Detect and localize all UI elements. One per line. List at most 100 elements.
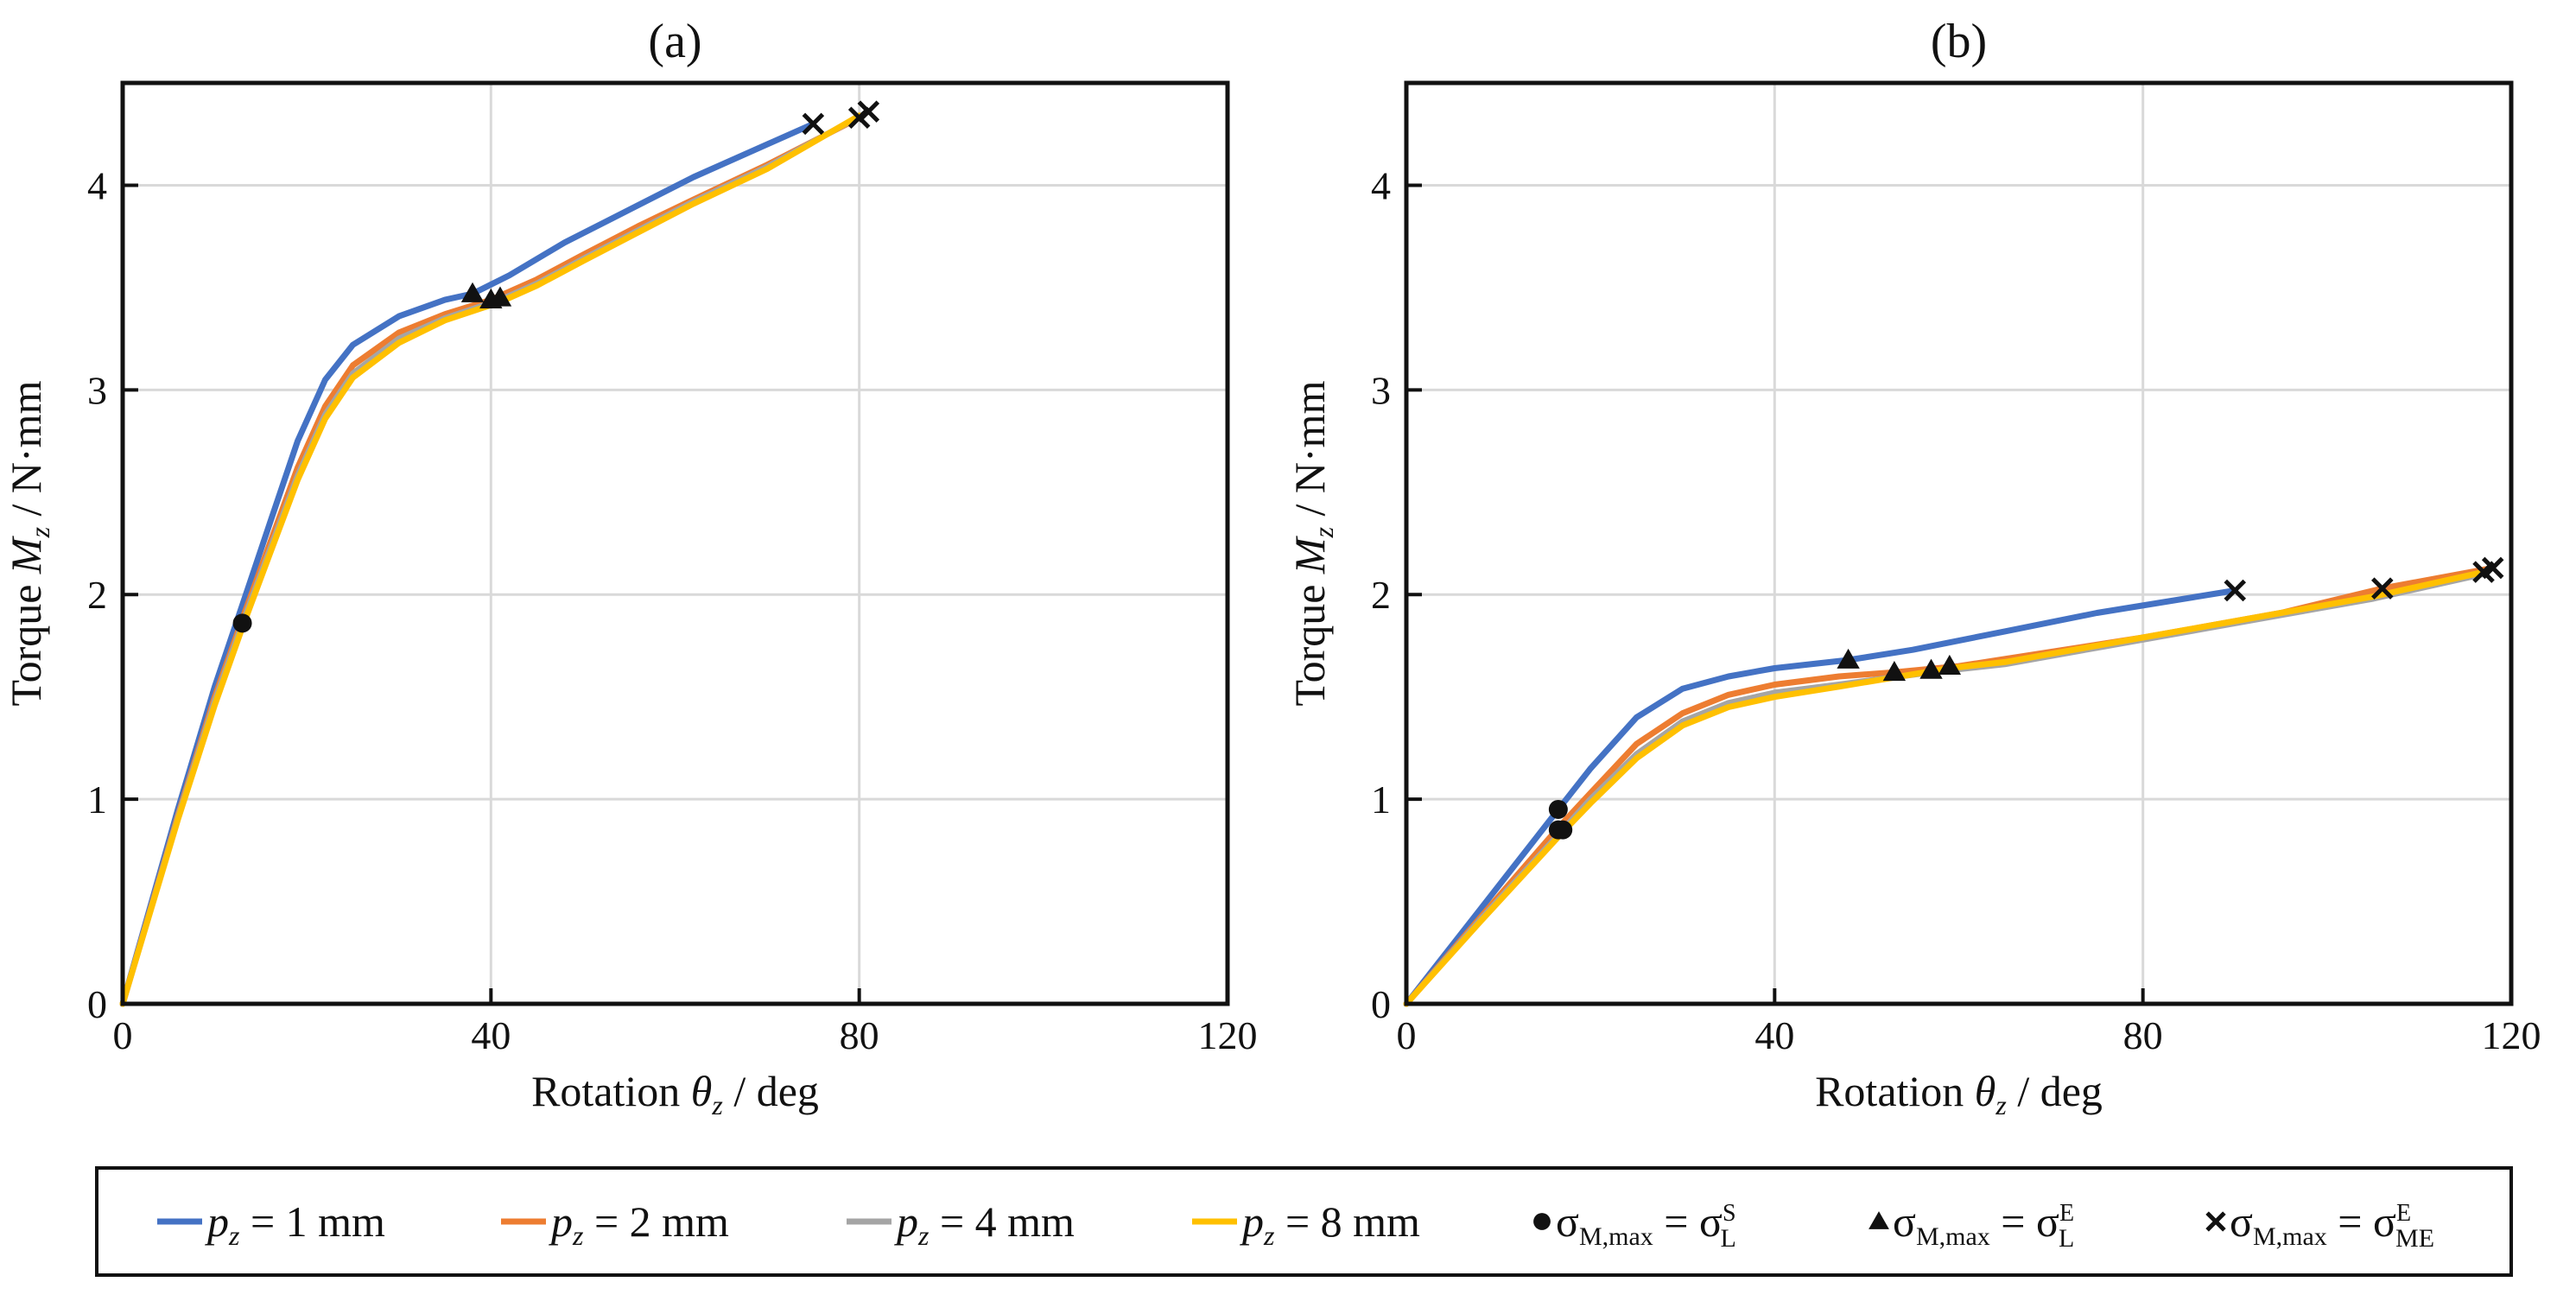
x-tick-label: 0 xyxy=(113,1013,133,1057)
x-tick-label: 120 xyxy=(1198,1013,1258,1057)
y-tick-label: 3 xyxy=(1371,368,1391,412)
y-axis-label: Torque Mz / N·mm xyxy=(1285,380,1339,706)
x-axis-label: Rotation θz / deg xyxy=(1815,1067,2103,1120)
label-part: S xyxy=(1723,1200,1736,1227)
legend-item-4: pz = 8 mm xyxy=(1192,1197,1420,1251)
label-part: / deg xyxy=(2007,1067,2103,1115)
legend-marker xyxy=(1533,1213,1551,1230)
label-part: z xyxy=(228,1220,240,1251)
label-part: σ xyxy=(1556,1197,1579,1246)
legend-label: pz = 4 mm xyxy=(894,1197,1075,1251)
y-tick-label: 0 xyxy=(87,982,107,1026)
legend-item-7: σM,max = σE ME xyxy=(2205,1197,2434,1253)
cross-stroke xyxy=(802,112,825,136)
label-part: p xyxy=(894,1197,918,1246)
label-part: p xyxy=(1240,1197,1264,1246)
label-part: σ xyxy=(2230,1197,2253,1246)
circle-marker xyxy=(232,613,252,633)
label-part: Torque xyxy=(1285,574,1334,706)
triangle-marker xyxy=(1837,648,1860,669)
y-tick-label: 3 xyxy=(87,368,107,412)
y-axis-label: Torque Mz / N·mm xyxy=(2,380,55,706)
legend-label: pz = 8 mm xyxy=(1240,1197,1420,1251)
label-part: z xyxy=(1308,526,1339,538)
legend-item-6: σM,max = σE L xyxy=(1869,1197,2074,1253)
legend-marker xyxy=(2205,1211,2226,1232)
x-axis-label: Rotation θz / deg xyxy=(531,1067,819,1120)
y-tick-label: 1 xyxy=(87,777,107,822)
label-part: M,max xyxy=(1579,1222,1653,1251)
circle-marker xyxy=(1548,799,1568,819)
label-part: / N·mm xyxy=(1285,380,1334,527)
series-line-2 xyxy=(1403,564,2497,1007)
plot-frame xyxy=(120,80,1230,1006)
legend-item-2: pz = 2 mm xyxy=(501,1197,729,1251)
y-tick-label: 2 xyxy=(1371,573,1391,617)
label-part: p xyxy=(205,1197,229,1246)
y-tick-label: 4 xyxy=(87,163,107,207)
legend-label: σM,max = σE L xyxy=(1893,1197,2074,1253)
x-tick-label: 0 xyxy=(1397,1013,1417,1057)
cross-stroke xyxy=(2205,1211,2226,1232)
y-tick-label: 1 xyxy=(1371,777,1391,822)
x-tick-label: 80 xyxy=(840,1013,879,1057)
cross-marker xyxy=(2481,556,2504,580)
label-part: = σ xyxy=(1653,1197,1723,1246)
label-part: = 2 mm xyxy=(583,1197,729,1246)
label-part: ME xyxy=(2395,1224,2434,1253)
cross-marker xyxy=(857,100,880,123)
label-part: z xyxy=(24,526,55,538)
label-part: = 4 mm xyxy=(929,1197,1075,1246)
x-tick-label: 80 xyxy=(2123,1013,2163,1057)
label-part: L xyxy=(1721,1224,1736,1253)
triangle-marker xyxy=(1919,658,1943,679)
label-part: z xyxy=(1263,1220,1275,1251)
label-part: M xyxy=(1285,536,1334,574)
label-part: / deg xyxy=(723,1067,819,1115)
cross-stroke xyxy=(857,100,880,123)
label-part: θ xyxy=(691,1067,713,1115)
series-line-3 xyxy=(1403,571,2487,1007)
label-part: p xyxy=(549,1197,573,1246)
cross-marker xyxy=(2224,579,2247,602)
triangle-marker xyxy=(488,286,512,307)
legend-label: σM,max = σE ME xyxy=(2230,1197,2434,1253)
label-part: Rotation xyxy=(531,1067,691,1115)
label-part: = σ xyxy=(2327,1197,2396,1246)
y-tick-label: 2 xyxy=(87,573,107,617)
label-part: L xyxy=(2059,1224,2074,1253)
label-part: z xyxy=(711,1089,723,1120)
label-part: σ xyxy=(1893,1197,1916,1246)
legend: pz = 1 mm pz = 2 mm pz = 4 mm pz = 8 mm σM,m… xyxy=(95,1166,2513,1277)
label-part: M,max xyxy=(1916,1222,1990,1251)
x-tick-label: 40 xyxy=(1754,1013,1794,1057)
legend-label: pz = 2 mm xyxy=(549,1197,729,1251)
legend-item-3: pz = 4 mm xyxy=(847,1197,1075,1251)
x-tick-label: 40 xyxy=(471,1013,511,1057)
label-part: = σ xyxy=(1990,1197,2059,1246)
cross-stroke xyxy=(2481,556,2504,580)
circle-marker xyxy=(1553,820,1573,840)
label-part: / N·mm xyxy=(2,380,50,527)
label-part: M,max xyxy=(2253,1222,2327,1251)
label-part: z xyxy=(917,1220,930,1251)
series-line-4 xyxy=(1403,568,2487,1007)
label-part: Torque xyxy=(2,574,50,706)
label-part: M xyxy=(2,536,50,574)
label-part: E xyxy=(2059,1200,2074,1227)
series-line-1 xyxy=(119,120,816,1007)
legend-item-5: σM,max = σS L xyxy=(1533,1197,1736,1253)
cross-marker xyxy=(2371,577,2394,600)
cross-stroke xyxy=(2224,579,2247,602)
legend-marker xyxy=(1869,1211,1889,1229)
label-part: θ xyxy=(1975,1067,1996,1115)
plot-frame xyxy=(1404,80,2514,1006)
label-part: = 8 mm xyxy=(1274,1197,1420,1246)
legend-label: pz = 1 mm xyxy=(205,1197,385,1251)
label-part: Rotation xyxy=(1815,1067,1975,1115)
cross-stroke xyxy=(2371,577,2394,600)
y-tick-label: 0 xyxy=(1371,982,1391,1026)
